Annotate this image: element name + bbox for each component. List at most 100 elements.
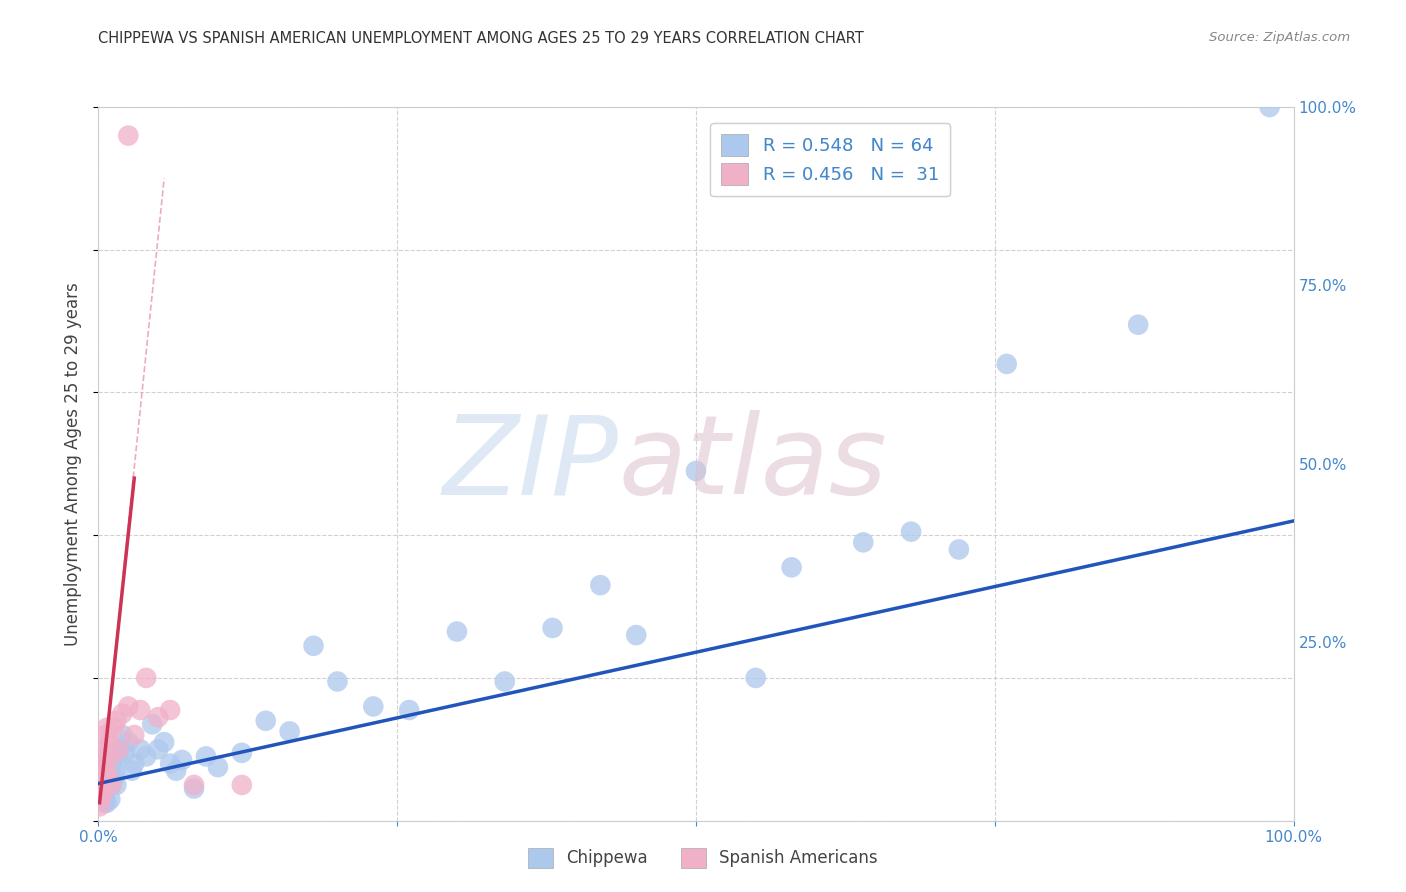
Point [117, 699, 139, 714]
Point [105, 714, 128, 728]
Point [326, 674, 349, 689]
Point [89, 799, 111, 814]
Point [165, 764, 187, 778]
Point [780, 560, 803, 574]
Y-axis label: Unemployment Among Ages 25 to 29 years: Unemployment Among Ages 25 to 29 years [65, 282, 83, 646]
Point [96, 774, 118, 789]
Point [96, 764, 118, 778]
Legend: R = 0.548   N = 64, R = 0.456   N =  31: R = 0.548 N = 64, R = 0.456 N = 31 [710, 123, 950, 196]
Point [363, 699, 385, 714]
Point [900, 524, 922, 539]
Point [98, 764, 122, 778]
Text: Source: ZipAtlas.com: Source: ZipAtlas.com [1209, 31, 1350, 45]
Point [93, 778, 115, 792]
Point [114, 746, 136, 760]
Point [91, 778, 114, 792]
Point [948, 542, 970, 557]
Point [183, 778, 205, 792]
Point [96, 796, 118, 810]
Point [685, 464, 707, 478]
Point [98, 774, 121, 789]
Point [302, 639, 325, 653]
Point [93, 767, 115, 781]
Point [183, 781, 205, 796]
Point [94, 728, 117, 742]
Point [91, 792, 114, 806]
Point [98, 756, 121, 771]
Point [93, 789, 115, 803]
Point [117, 735, 139, 749]
Point [90, 774, 112, 789]
Point [103, 771, 125, 785]
Point [129, 742, 152, 756]
Point [278, 724, 301, 739]
Point [148, 710, 170, 724]
Point [231, 746, 253, 760]
Point [995, 357, 1018, 371]
Point [91, 785, 114, 799]
Point [194, 749, 218, 764]
Point [101, 756, 124, 771]
Point [104, 764, 127, 778]
Point [89, 785, 111, 799]
Point [111, 706, 134, 721]
Point [141, 717, 163, 731]
Point [129, 703, 152, 717]
Point [93, 796, 115, 810]
Point [98, 749, 122, 764]
Point [108, 742, 131, 756]
Point [107, 749, 129, 764]
Point [94, 781, 117, 796]
Point [589, 578, 612, 592]
Point [105, 778, 128, 792]
Point [172, 753, 194, 767]
Point [91, 764, 114, 778]
Point [97, 749, 120, 764]
Point [153, 735, 176, 749]
Text: atlas: atlas [619, 410, 887, 517]
Point [494, 674, 516, 689]
Point [148, 742, 170, 756]
Point [541, 621, 564, 635]
Point [117, 128, 139, 143]
Point [1128, 318, 1150, 332]
Point [745, 671, 768, 685]
Point [121, 764, 143, 778]
Point [398, 703, 420, 717]
Point [254, 714, 277, 728]
Legend: Chippewa, Spanish Americans: Chippewa, Spanish Americans [522, 841, 884, 875]
Point [100, 778, 122, 792]
Point [1258, 100, 1281, 114]
Text: CHIPPEWA VS SPANISH AMERICAN UNEMPLOYMENT AMONG AGES 25 TO 29 YEARS CORRELATION : CHIPPEWA VS SPANISH AMERICAN UNEMPLOYMEN… [98, 31, 865, 46]
Point [97, 771, 120, 785]
Point [93, 756, 115, 771]
Point [111, 728, 134, 742]
Point [90, 771, 112, 785]
Point [94, 742, 117, 756]
Point [91, 785, 114, 799]
Point [124, 728, 146, 742]
Point [135, 749, 157, 764]
Point [91, 749, 114, 764]
Point [124, 756, 146, 771]
Point [135, 671, 157, 685]
Point [94, 756, 117, 771]
Point [96, 721, 118, 735]
Point [207, 760, 229, 774]
Point [97, 771, 120, 785]
Point [159, 756, 181, 771]
Point [626, 628, 648, 642]
Point [91, 774, 114, 789]
Point [90, 792, 112, 806]
Point [159, 703, 181, 717]
Point [98, 735, 121, 749]
Point [231, 778, 253, 792]
Point [90, 771, 112, 785]
Point [107, 742, 129, 756]
Point [100, 778, 122, 792]
Point [852, 535, 875, 549]
Point [446, 624, 468, 639]
Point [91, 764, 114, 778]
Point [89, 785, 111, 799]
Point [98, 792, 122, 806]
